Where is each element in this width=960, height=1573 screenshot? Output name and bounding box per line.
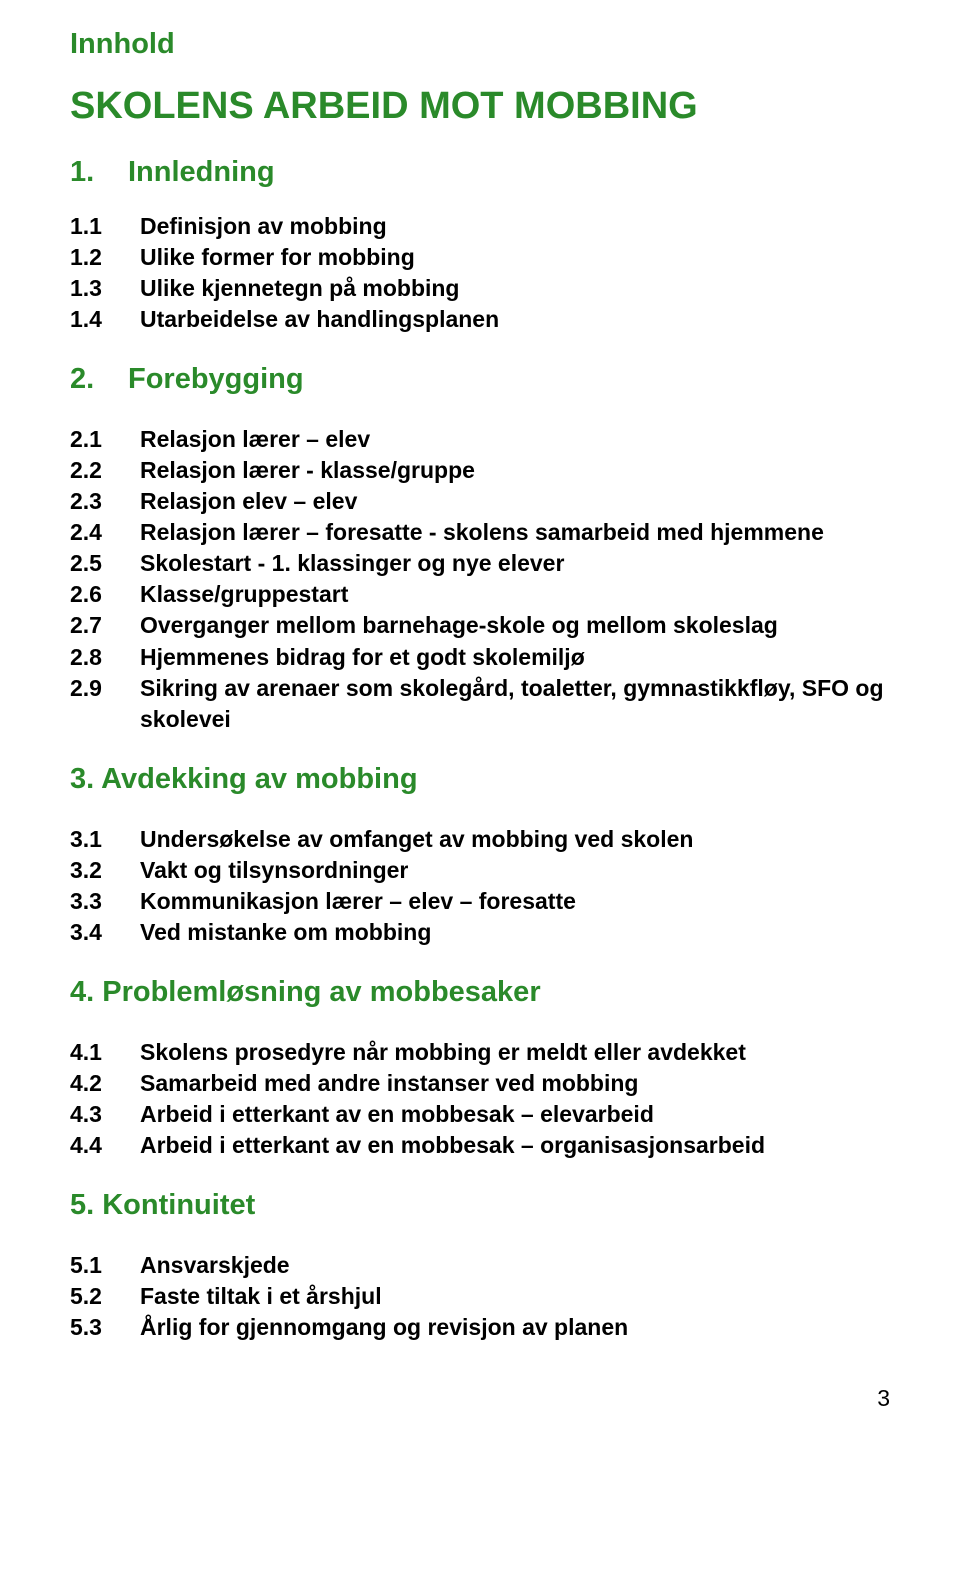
toc-item-label: Relasjon lærer – elev	[140, 424, 890, 455]
toc-item-number: 5.1	[70, 1250, 140, 1281]
toc-item-number: 2.7	[70, 610, 140, 641]
toc-item-number: 3.1	[70, 824, 140, 855]
toc-item-number: 3.4	[70, 917, 140, 948]
toc-item-label: Ansvarskjede	[140, 1250, 890, 1281]
toc-item-number: 1.4	[70, 304, 140, 335]
toc-item: 3.2Vakt og tilsynsordninger	[70, 855, 890, 886]
toc-item-number: 4.4	[70, 1130, 140, 1161]
page-title-large: SKOLENS ARBEID MOT MOBBING	[70, 85, 890, 128]
toc-item: 4.2Samarbeid med andre instanser ved mob…	[70, 1068, 890, 1099]
toc-item-label: Arbeid i etterkant av en mobbesak – elev…	[140, 1099, 890, 1130]
toc-item-label: Ved mistanke om mobbing	[140, 917, 890, 948]
toc-item-label: Ulike former for mobbing	[140, 242, 890, 273]
toc-item-number: 2.8	[70, 642, 140, 673]
toc-item-number: 2.5	[70, 548, 140, 579]
toc-item-number: 1.1	[70, 211, 140, 242]
toc-item-number: 2.1	[70, 424, 140, 455]
toc-item-label: Undersøkelse av omfanget av mobbing ved …	[140, 824, 890, 855]
toc-list: 3.1Undersøkelse av omfanget av mobbing v…	[70, 824, 890, 948]
toc-item-label: Skolens prosedyre når mobbing er meldt e…	[140, 1037, 890, 1068]
toc-item: 1.2Ulike former for mobbing	[70, 242, 890, 273]
toc-item: 3.4Ved mistanke om mobbing	[70, 917, 890, 948]
toc-item-label: Arbeid i etterkant av en mobbesak – orga…	[140, 1130, 890, 1161]
toc-item: 2.2Relasjon lærer - klasse/gruppe	[70, 455, 890, 486]
toc-item-label: Årlig for gjennomgang og revisjon av pla…	[140, 1312, 890, 1343]
page-number: 3	[70, 1385, 890, 1412]
toc-item-number: 2.9	[70, 673, 140, 735]
toc-item-label: Utarbeidelse av handlingsplanen	[140, 304, 890, 335]
toc-item-number: 2.6	[70, 579, 140, 610]
toc-item-number: 4.1	[70, 1037, 140, 1068]
section-number: 1.	[70, 156, 128, 189]
toc-item: 5.2Faste tiltak i et årshjul	[70, 1281, 890, 1312]
toc-item: 1.4Utarbeidelse av handlingsplanen	[70, 304, 890, 335]
toc-item-number: 4.3	[70, 1099, 140, 1130]
toc-item: 1.1Definisjon av mobbing	[70, 211, 890, 242]
toc-item: 3.3Kommunikasjon lærer – elev – foresatt…	[70, 886, 890, 917]
toc-item-number: 2.3	[70, 486, 140, 517]
toc-item: 2.3Relasjon elev – elev	[70, 486, 890, 517]
toc-item: 2.7Overganger mellom barnehage-skole og …	[70, 610, 890, 641]
toc-item-label: Relasjon lærer – foresatte - skolens sam…	[140, 517, 890, 548]
toc-item-number: 2.4	[70, 517, 140, 548]
toc-item: 2.9Sikring av arenaer som skolegård, toa…	[70, 673, 890, 735]
toc-item-label: Overganger mellom barnehage-skole og mel…	[140, 610, 890, 641]
toc-item-label: Relasjon elev – elev	[140, 486, 890, 517]
toc-item: 4.4Arbeid i etterkant av en mobbesak – o…	[70, 1130, 890, 1161]
section-heading: 4. Problemløsning av mobbesaker	[70, 976, 890, 1009]
toc-item: 4.3Arbeid i etterkant av en mobbesak – e…	[70, 1099, 890, 1130]
toc-item-number: 5.2	[70, 1281, 140, 1312]
toc-item-number: 1.3	[70, 273, 140, 304]
page-title-small: Innhold	[70, 28, 890, 61]
toc-item: 2.8Hjemmenes bidrag for et godt skolemil…	[70, 642, 890, 673]
toc-item-label: Definisjon av mobbing	[140, 211, 890, 242]
toc-item: 5.1Ansvarskjede	[70, 1250, 890, 1281]
toc-item: 3.1Undersøkelse av omfanget av mobbing v…	[70, 824, 890, 855]
toc-list: 1.1Definisjon av mobbing1.2Ulike former …	[70, 211, 890, 335]
toc-item: 2.1Relasjon lærer – elev	[70, 424, 890, 455]
toc-item-number: 1.2	[70, 242, 140, 273]
toc-item-label: Vakt og tilsynsordninger	[140, 855, 890, 886]
toc-item: 4.1Skolens prosedyre når mobbing er meld…	[70, 1037, 890, 1068]
toc-item-label: Samarbeid med andre instanser ved mobbin…	[140, 1068, 890, 1099]
toc-item-label: Relasjon lærer - klasse/gruppe	[140, 455, 890, 486]
section-heading: 5. Kontinuitet	[70, 1189, 890, 1222]
toc-item-label: Kommunikasjon lærer – elev – foresatte	[140, 886, 890, 917]
toc-item-label: Faste tiltak i et årshjul	[140, 1281, 890, 1312]
toc-item-number: 5.3	[70, 1312, 140, 1343]
toc-item: 2.6Klasse/gruppestart	[70, 579, 890, 610]
toc-item-number: 2.2	[70, 455, 140, 486]
toc-item: 1.3Ulike kjennetegn på mobbing	[70, 273, 890, 304]
toc-item-label: Skolestart - 1. klassinger og nye elever	[140, 548, 890, 579]
toc-list: 5.1Ansvarskjede5.2Faste tiltak i et årsh…	[70, 1250, 890, 1343]
section-title: Innledning	[128, 156, 275, 188]
section-title: Forebygging	[128, 363, 304, 395]
toc-item-label: Hjemmenes bidrag for et godt skolemiljø	[140, 642, 890, 673]
section-heading: 1.Innledning	[70, 156, 890, 189]
toc-item: 5.3Årlig for gjennomgang og revisjon av …	[70, 1312, 890, 1343]
toc-container: 1.Innledning1.1Definisjon av mobbing1.2U…	[70, 156, 890, 1343]
section-heading: 2.Forebygging	[70, 363, 890, 396]
toc-item-label: Ulike kjennetegn på mobbing	[140, 273, 890, 304]
toc-list: 4.1Skolens prosedyre når mobbing er meld…	[70, 1037, 890, 1161]
section-heading: 3. Avdekking av mobbing	[70, 763, 890, 796]
toc-item-number: 3.3	[70, 886, 140, 917]
toc-item: 2.5Skolestart - 1. klassinger og nye ele…	[70, 548, 890, 579]
toc-list: 2.1Relasjon lærer – elev2.2Relasjon lære…	[70, 424, 890, 734]
toc-item-number: 4.2	[70, 1068, 140, 1099]
toc-item-label: Klasse/gruppestart	[140, 579, 890, 610]
toc-item-label: Sikring av arenaer som skolegård, toalet…	[140, 673, 890, 735]
toc-item-number: 3.2	[70, 855, 140, 886]
toc-item: 2.4Relasjon lærer – foresatte - skolens …	[70, 517, 890, 548]
section-number: 2.	[70, 363, 128, 396]
